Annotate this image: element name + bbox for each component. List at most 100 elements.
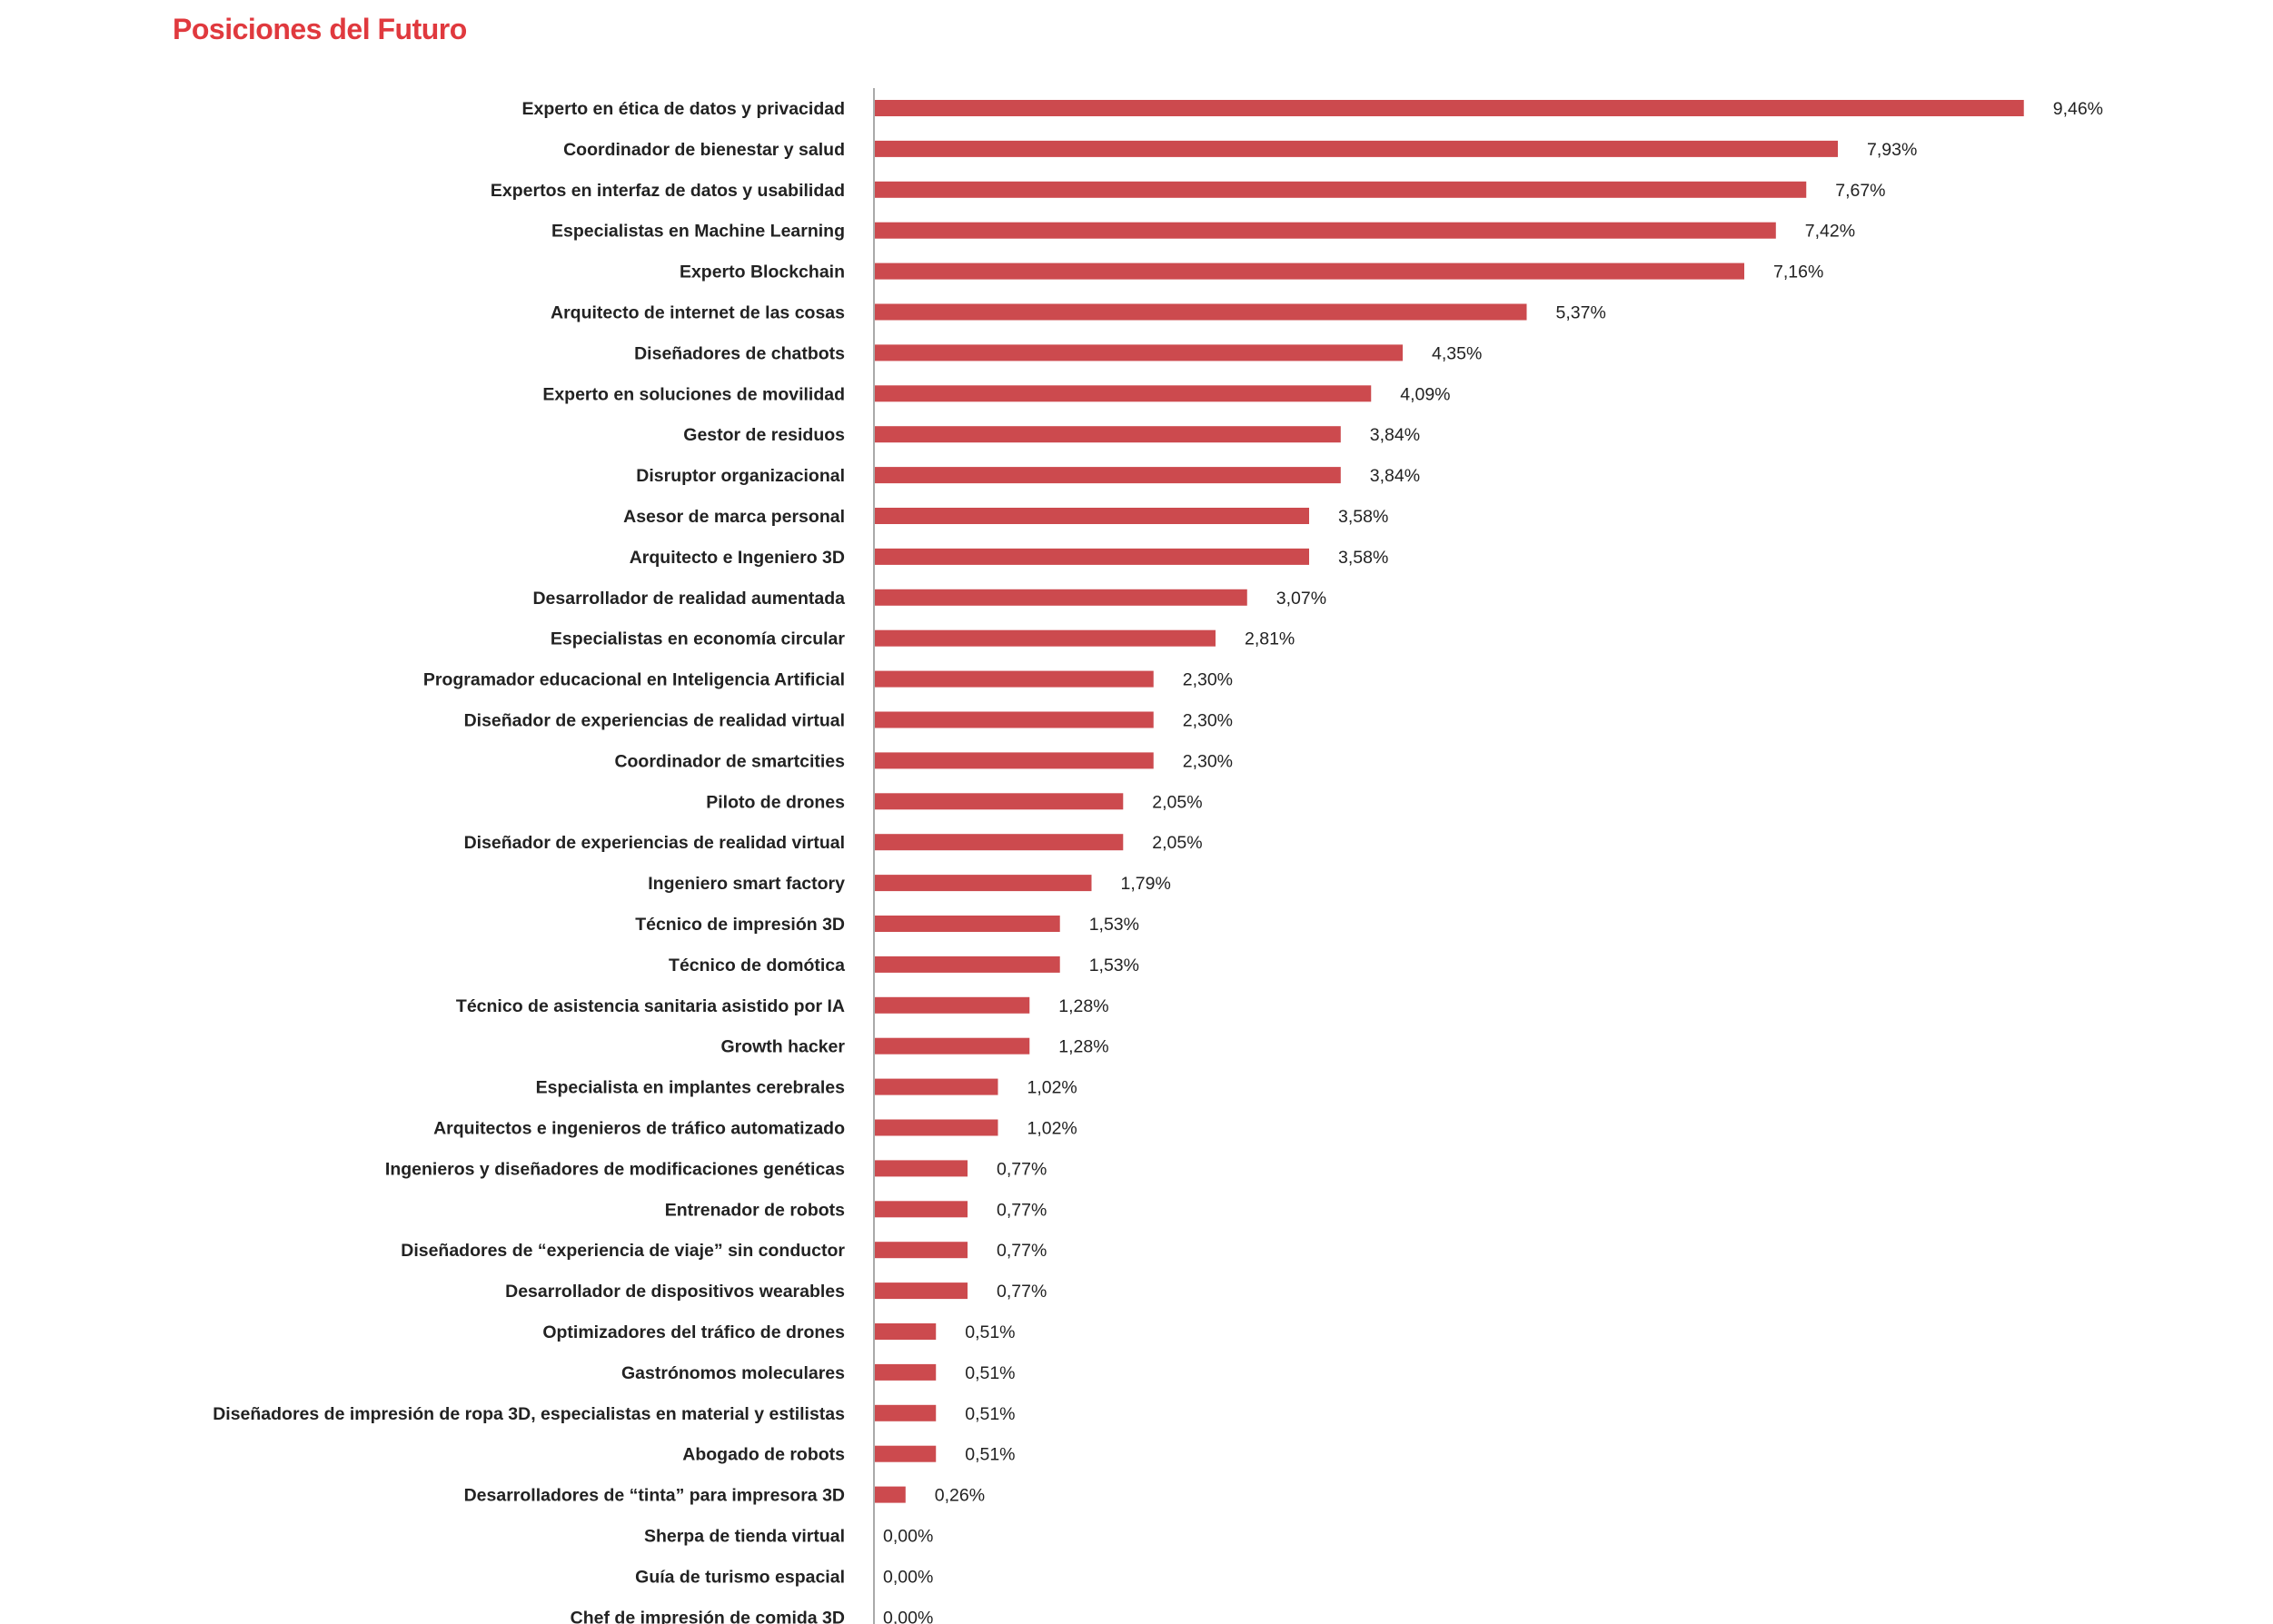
data-label: 3,58% bbox=[1338, 507, 1388, 527]
category-label: Desarrollador de dispositivos wearables bbox=[505, 1282, 845, 1302]
category-label: Desarrollador de realidad aumentada bbox=[532, 589, 845, 609]
category-label: Arquitecto de internet de las cosas bbox=[551, 303, 845, 323]
bar bbox=[874, 508, 1310, 524]
category-label: Gestor de residuos bbox=[683, 425, 845, 445]
bar bbox=[874, 303, 1527, 321]
category-label: Ingenieros y diseñadores de modificacion… bbox=[385, 1159, 845, 1179]
bar bbox=[874, 916, 1060, 932]
chart-title: Posiciones del Futuro bbox=[173, 13, 467, 45]
bar bbox=[874, 1078, 998, 1095]
data-label: 0,00% bbox=[883, 1527, 933, 1547]
category-label: Diseñador de experiencias de realidad vi… bbox=[464, 833, 845, 853]
bar bbox=[874, 100, 2024, 116]
category-label: Chef de impresión de comida 3D bbox=[571, 1608, 845, 1624]
data-label: 9,46% bbox=[2053, 99, 2103, 119]
category-label: Técnico de asistencia sanitaria asistido… bbox=[456, 996, 845, 1016]
category-label: Diseñador de experiencias de realidad vi… bbox=[464, 711, 845, 731]
data-label: 7,16% bbox=[1773, 262, 1823, 282]
bar bbox=[874, 956, 1060, 973]
data-label: 7,42% bbox=[1805, 222, 1855, 242]
category-label: Arquitecto e Ingeniero 3D bbox=[630, 548, 845, 568]
bar bbox=[874, 1486, 906, 1503]
bar bbox=[874, 1201, 968, 1218]
bar bbox=[874, 1282, 968, 1300]
data-label: 1,02% bbox=[1027, 1078, 1077, 1098]
category-label: Desarrolladores de “tinta” para impresor… bbox=[464, 1486, 845, 1506]
category-label: Especialista en implantes cerebrales bbox=[536, 1078, 846, 1098]
data-label: 0,00% bbox=[883, 1608, 933, 1624]
category-label: Diseñadores de chatbots bbox=[634, 343, 845, 363]
category-label: Piloto de drones bbox=[706, 792, 845, 812]
data-label: 5,37% bbox=[1556, 303, 1606, 323]
category-label: Entrenador de robots bbox=[665, 1200, 845, 1220]
bar bbox=[874, 385, 1372, 402]
data-label: 1,28% bbox=[1058, 996, 1108, 1016]
bar bbox=[874, 1323, 937, 1340]
category-label: Disruptor organizacional bbox=[636, 466, 845, 486]
bar bbox=[874, 1119, 998, 1136]
data-label: 7,93% bbox=[1867, 140, 1917, 160]
data-label: 1,02% bbox=[1027, 1119, 1077, 1139]
data-label: 3,84% bbox=[1370, 466, 1420, 486]
data-label: 4,09% bbox=[1400, 384, 1450, 404]
category-label: Guía de turismo espacial bbox=[635, 1567, 845, 1587]
data-label: 3,07% bbox=[1276, 589, 1326, 609]
category-label: Programador educacional en Inteligencia … bbox=[423, 670, 845, 690]
category-label: Expertos en interfaz de datos y usabilid… bbox=[491, 181, 845, 201]
category-label: Coordinador de bienestar y salud bbox=[563, 140, 845, 160]
category-label: Diseñadores de impresión de ropa 3D, esp… bbox=[213, 1404, 845, 1424]
category-label: Gastrónomos moleculares bbox=[621, 1363, 845, 1383]
category-label: Diseñadores de “experiencia de viaje” si… bbox=[401, 1241, 845, 1261]
data-label: 0,77% bbox=[997, 1282, 1047, 1302]
bar bbox=[874, 426, 1341, 443]
bar bbox=[874, 1404, 937, 1421]
data-label: 2,30% bbox=[1183, 711, 1233, 731]
bar bbox=[874, 1363, 937, 1381]
data-label: 0,51% bbox=[965, 1322, 1015, 1342]
data-label: 0,51% bbox=[965, 1404, 1015, 1424]
data-label: 7,67% bbox=[1835, 181, 1885, 201]
category-label: Experto Blockchain bbox=[680, 262, 845, 282]
data-label: 0,51% bbox=[965, 1363, 1015, 1383]
bar bbox=[874, 344, 1404, 361]
data-label: 1,28% bbox=[1058, 1037, 1108, 1057]
category-label: Técnico de domótica bbox=[669, 956, 845, 975]
bar bbox=[874, 711, 1154, 728]
data-label: 2,30% bbox=[1183, 670, 1233, 690]
category-label: Growth hacker bbox=[720, 1037, 845, 1057]
category-label: Técnico de impresión 3D bbox=[635, 915, 845, 935]
bar bbox=[874, 1037, 1030, 1055]
category-label: Especialistas en economía circular bbox=[551, 629, 845, 649]
category-label: Coordinador de smartcities bbox=[614, 751, 845, 771]
category-label: Sherpa de tienda virtual bbox=[644, 1527, 845, 1547]
data-label: 0,77% bbox=[997, 1241, 1047, 1261]
data-label: 2,05% bbox=[1152, 792, 1202, 812]
category-label: Experto en soluciones de movilidad bbox=[542, 384, 845, 404]
category-label: Asesor de marca personal bbox=[623, 507, 845, 527]
bar bbox=[874, 548, 1310, 565]
bar bbox=[874, 834, 1124, 851]
bar bbox=[874, 629, 1216, 647]
bar bbox=[874, 262, 1745, 280]
bar bbox=[874, 467, 1341, 484]
data-label: 1,53% bbox=[1089, 915, 1139, 935]
bar bbox=[874, 752, 1154, 769]
bar bbox=[874, 875, 1092, 892]
bar bbox=[874, 1160, 968, 1177]
data-label: 0,77% bbox=[997, 1200, 1047, 1220]
data-label: 3,84% bbox=[1370, 425, 1420, 445]
bar bbox=[874, 996, 1030, 1014]
data-label: 2,05% bbox=[1152, 833, 1202, 853]
bar bbox=[874, 1242, 968, 1259]
data-label: 3,58% bbox=[1338, 548, 1388, 568]
category-label: Abogado de robots bbox=[682, 1445, 845, 1465]
bar bbox=[874, 181, 1807, 198]
data-label: 1,79% bbox=[1121, 874, 1171, 894]
category-label: Optimizadores del tráfico de drones bbox=[542, 1322, 845, 1342]
data-label: 0,00% bbox=[883, 1567, 933, 1587]
bar bbox=[874, 589, 1247, 606]
bar bbox=[874, 222, 1776, 239]
bar bbox=[874, 670, 1154, 688]
bar bbox=[874, 793, 1124, 810]
